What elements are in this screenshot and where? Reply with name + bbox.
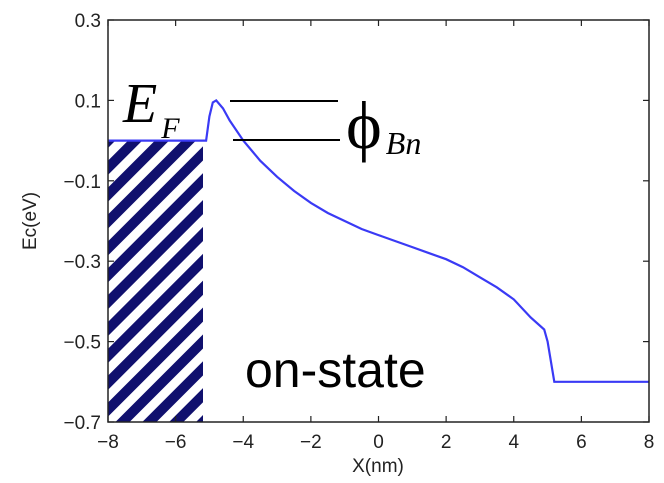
fermi-level-label: E F — [122, 73, 180, 145]
barrier-height-sub: Bn — [386, 125, 422, 161]
x-axis-label: X(nm) — [352, 456, 404, 477]
y-tick-label: −0.7 — [63, 413, 101, 434]
x-tick-label: 2 — [441, 432, 452, 453]
y-tick-labels: 0.3 0.1 −0.1 −0.3 −0.5 −0.7 — [63, 11, 101, 434]
x-tick-label: 0 — [373, 432, 384, 453]
ec-curve-line — [108, 98, 649, 383]
y-tick-label: −0.3 — [63, 252, 101, 273]
fermi-level-main: E — [122, 73, 157, 135]
barrier-height-main: ϕ — [346, 87, 382, 163]
x-tick-label: 8 — [644, 432, 655, 453]
x-tick-labels: −8 −6 −4 −2 0 2 4 6 8 — [97, 432, 654, 453]
on-state-label: on-state — [245, 342, 426, 398]
y-tick-label: −0.5 — [63, 333, 101, 354]
x-tick-label: 6 — [576, 432, 587, 453]
x-tick-label: −4 — [232, 432, 254, 453]
x-tick-label: −2 — [300, 432, 322, 453]
metal-hatched-region — [108, 141, 203, 422]
fermi-level-sub: F — [160, 112, 180, 145]
plot-frame — [107, 19, 650, 423]
x-tick-label: 4 — [508, 432, 519, 453]
x-tick-label: −8 — [97, 432, 119, 453]
x-tick-label: −6 — [165, 432, 187, 453]
y-tick-label: 0.1 — [75, 91, 101, 112]
y-tick-label: 0.3 — [75, 11, 101, 32]
barrier-height-label: ϕ Bn — [346, 87, 421, 163]
y-axis-label: Ec(eV) — [20, 192, 41, 250]
y-tick-label: −0.1 — [63, 172, 101, 193]
